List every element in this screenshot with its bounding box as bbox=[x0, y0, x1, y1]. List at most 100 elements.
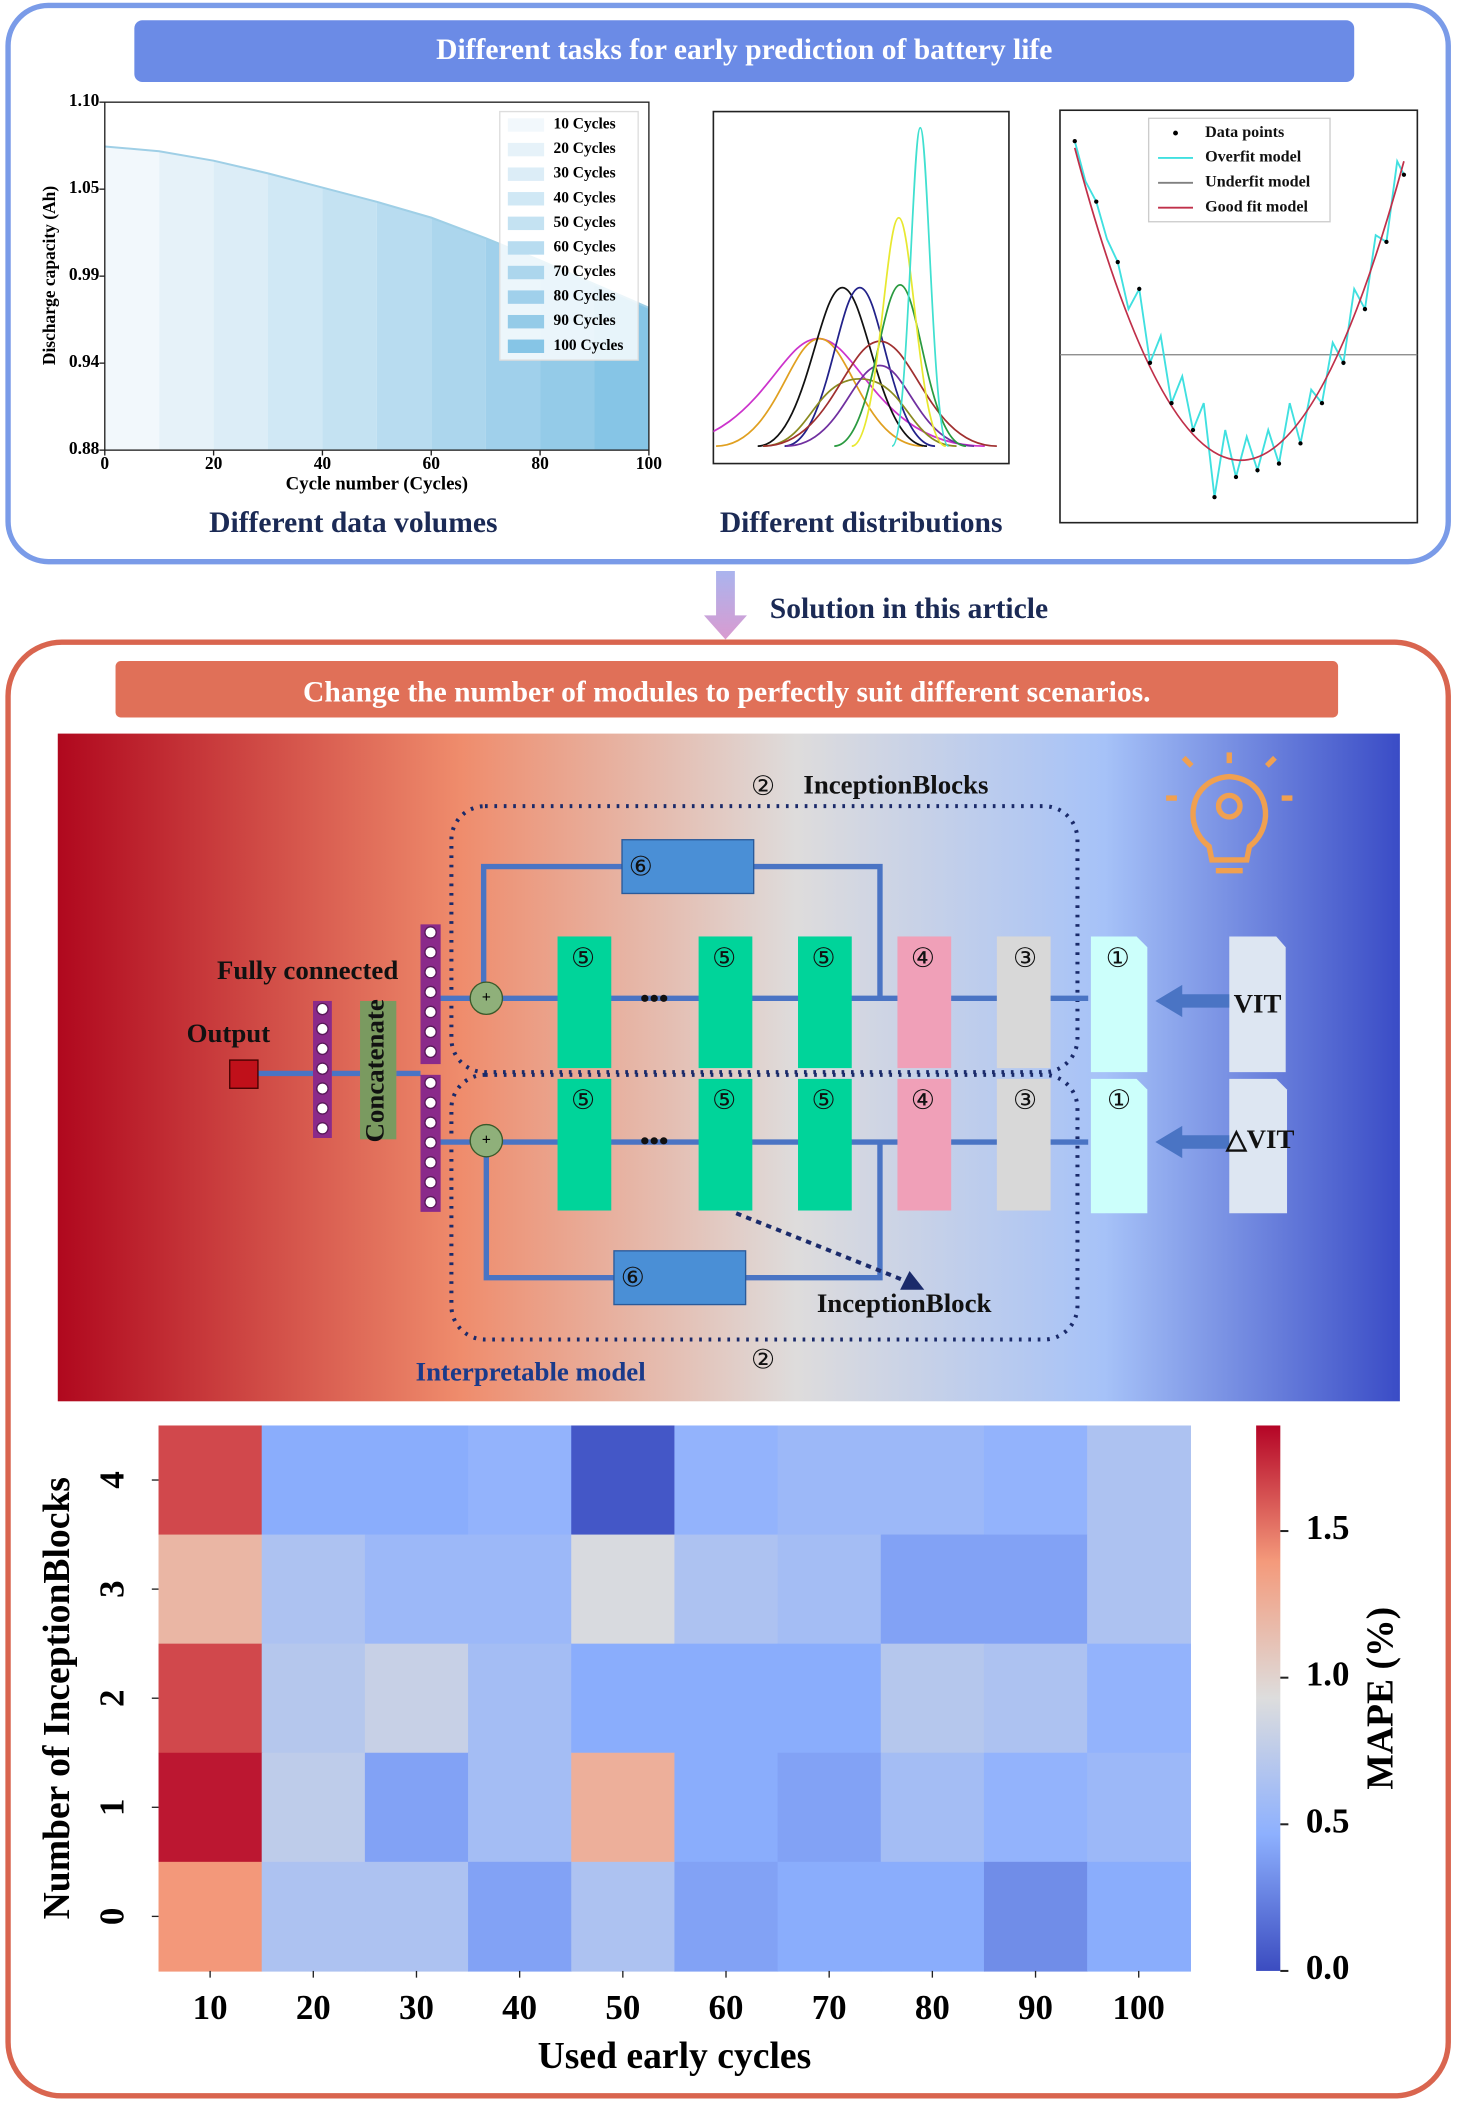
legend-label: 60 Cycles bbox=[554, 238, 616, 255]
curve bbox=[834, 284, 967, 447]
solution-label: Solution in this article bbox=[770, 593, 1048, 625]
module-1 bbox=[1090, 936, 1148, 1073]
heat-cell bbox=[364, 1752, 469, 1863]
input-arrow bbox=[1155, 984, 1230, 1018]
ellipsis: ••• bbox=[640, 1126, 668, 1156]
y-tick-label: 1 bbox=[93, 1799, 132, 1816]
neuron bbox=[316, 1102, 329, 1115]
module-number: ④ bbox=[911, 943, 935, 974]
heat-cell bbox=[261, 1534, 366, 1645]
x-tick-label: 10 bbox=[193, 1988, 228, 2027]
x-tick-label: 50 bbox=[605, 1988, 640, 2027]
module-number: ① bbox=[1106, 943, 1130, 974]
legend-label: Underfit model bbox=[1205, 173, 1311, 190]
heat-cell bbox=[468, 1534, 572, 1645]
heat-cell bbox=[983, 1534, 1088, 1645]
adder bbox=[469, 981, 504, 1016]
module-number: ④ bbox=[911, 1085, 935, 1116]
input-box bbox=[1229, 936, 1286, 1073]
neuron bbox=[316, 1121, 329, 1135]
legend-swatch bbox=[507, 216, 545, 231]
heat-cell bbox=[261, 1425, 366, 1536]
heat-cell bbox=[468, 1425, 572, 1536]
arrow bbox=[703, 571, 747, 640]
heat-cell bbox=[364, 1534, 469, 1645]
heat-cell bbox=[983, 1425, 1088, 1536]
heat-cell bbox=[880, 1643, 985, 1754]
heat-cell bbox=[983, 1861, 1088, 1972]
module-number: ③ bbox=[1013, 943, 1037, 974]
legend-label: Overfit model bbox=[1205, 149, 1302, 166]
adder-sign: + bbox=[482, 1131, 491, 1148]
good-fit-line bbox=[1073, 147, 1405, 461]
curve bbox=[757, 286, 928, 447]
neuron bbox=[424, 1195, 437, 1209]
x-tick-label: 80 bbox=[531, 453, 549, 473]
data-points bbox=[1072, 138, 1407, 500]
concatenate-label: Concatenate bbox=[360, 999, 390, 1142]
module-4 bbox=[897, 1078, 952, 1211]
y-tick-label: 3 bbox=[93, 1580, 132, 1597]
block-outline bbox=[449, 1072, 1080, 1342]
heat-cell bbox=[880, 1534, 985, 1645]
heat-cell bbox=[880, 1752, 985, 1863]
fc-layers bbox=[229, 924, 441, 1212]
colorbar bbox=[1256, 1425, 1281, 1971]
legend-swatch bbox=[507, 339, 545, 353]
colorbar-label: MAPE (%) bbox=[1359, 1607, 1401, 1790]
module-1 bbox=[1090, 1078, 1148, 1214]
heat-cell bbox=[468, 1643, 572, 1754]
module-5 bbox=[698, 936, 753, 1069]
neuron bbox=[424, 1176, 437, 1189]
block-label: InceptionBlock bbox=[817, 1288, 992, 1318]
y-tick-label: 0.94 bbox=[69, 351, 100, 371]
neuron bbox=[424, 1116, 437, 1129]
heat-cell bbox=[261, 1752, 366, 1863]
legend-swatch bbox=[507, 167, 545, 181]
area-band bbox=[268, 173, 323, 451]
legend-label: 90 Cycles bbox=[554, 312, 616, 329]
neuron bbox=[316, 1022, 329, 1036]
heat-cell bbox=[777, 1643, 882, 1754]
y-tick-label: 0.88 bbox=[69, 438, 100, 458]
input-label: △VIT bbox=[1225, 1124, 1295, 1154]
output-label: Output bbox=[187, 1018, 271, 1048]
neuron bbox=[316, 1042, 329, 1056]
module-number: ⑥ bbox=[629, 851, 653, 882]
bulb-icon bbox=[1166, 752, 1293, 874]
architecture-diagram: + + ② InceptionBlocks ⑥ ⑥ ⑤ ⑤ ⑤ ④ ③ ① ⑤ … bbox=[57, 733, 1400, 1402]
fc-label: Fully connected bbox=[217, 955, 398, 985]
curve bbox=[851, 216, 947, 447]
neuron bbox=[424, 1096, 437, 1110]
heat-cell bbox=[674, 1425, 779, 1536]
heat-cell bbox=[983, 1643, 1088, 1754]
top-title: Different tasks for early prediction of … bbox=[436, 34, 1052, 66]
x-tick-label: 40 bbox=[502, 1988, 537, 2027]
heat-cell bbox=[1087, 1425, 1191, 1536]
heat-cell bbox=[674, 1752, 779, 1863]
concatenate-box bbox=[360, 1000, 397, 1140]
heat-cell bbox=[571, 1425, 676, 1536]
heat-cell bbox=[571, 1861, 676, 1972]
legend-box bbox=[1147, 117, 1331, 223]
pointer-head bbox=[900, 1270, 925, 1290]
x-tick-label: 40 bbox=[314, 453, 332, 473]
title-bar bbox=[134, 20, 1355, 83]
heat-cell bbox=[1087, 1861, 1191, 1972]
neuron bbox=[424, 1025, 437, 1039]
heat-cell bbox=[674, 1643, 779, 1754]
neuron bbox=[424, 1045, 437, 1059]
module-number: ③ bbox=[1013, 1085, 1037, 1116]
adder-sign: + bbox=[482, 989, 491, 1006]
caption: Different data volumes bbox=[209, 507, 497, 539]
output-node bbox=[229, 1059, 259, 1089]
heat-cell bbox=[1087, 1752, 1191, 1863]
input-label: VIT bbox=[1234, 988, 1282, 1018]
y-axis-label: Discharge capacity (Ah) bbox=[39, 186, 59, 366]
legend-label: 10 Cycles bbox=[554, 116, 616, 133]
x-tick-label: 20 bbox=[296, 1988, 331, 2027]
heat-cell bbox=[880, 1425, 985, 1536]
x-tick-label: 30 bbox=[399, 1988, 434, 2027]
heat-cell bbox=[364, 1425, 469, 1536]
neuron bbox=[424, 946, 437, 959]
